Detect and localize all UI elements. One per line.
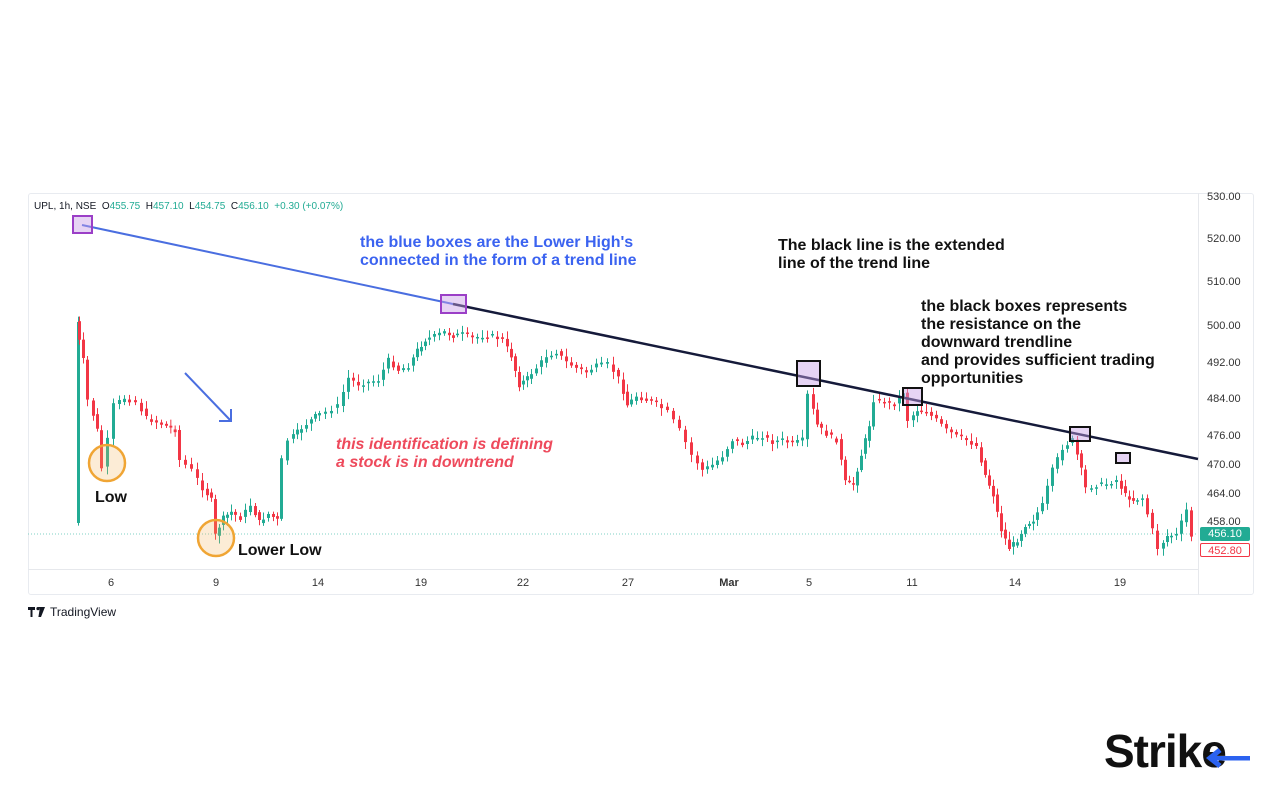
black-line-annotation: The black line is the extended line of t…	[778, 237, 1005, 273]
strike-logo: Strike	[1104, 724, 1227, 778]
downtrend-annotation-line-1: this identification is defining	[336, 436, 553, 453]
boxes-annotation-line-5: opportunities	[921, 370, 1024, 387]
blue-annotation-line-1: the blue boxes are the Lower High's	[360, 234, 634, 251]
price-tick: 492.00	[1207, 357, 1241, 369]
price-tick: 464.00	[1207, 488, 1241, 500]
high-label: H	[145, 201, 153, 212]
black-line-annotation-line-2: line of the trend line	[778, 255, 931, 272]
strike-wordmark: Strike	[1104, 725, 1227, 777]
time-tick: 5	[805, 577, 813, 589]
close-label: C	[230, 201, 239, 212]
tradingview-label: TradingView	[50, 605, 117, 619]
tradingview-icon	[28, 607, 45, 617]
low-value: 454.75	[194, 201, 226, 212]
time-axis[interactable]	[28, 569, 1198, 596]
time-tick: 27	[621, 577, 635, 589]
blue-annotation-line-2: connected in the form of a trend line	[360, 252, 637, 269]
open-label: O	[101, 201, 110, 212]
chart-frame	[28, 193, 1254, 595]
blue-annotation: the blue boxes are the Lower High's conn…	[360, 234, 636, 270]
ohlc-legend: UPL, 1h, NSE O455.75 H457.10 L454.75 C45…	[34, 201, 343, 212]
price-tick: 510.00	[1207, 276, 1241, 288]
tradingview-logo[interactable]: TradingView	[28, 605, 116, 619]
low-label: Low	[95, 489, 127, 506]
black-boxes-annotation: the black boxes represents the resistanc…	[921, 298, 1155, 388]
price-axis[interactable]	[1198, 193, 1255, 595]
time-tick: 14	[1008, 577, 1022, 589]
black-line-annotation-line-1: The black line is the extended	[778, 237, 1005, 254]
price-tick: 520.00	[1207, 233, 1241, 245]
time-tick: 19	[414, 577, 428, 589]
boxes-annotation-line-3: downward trendline	[921, 334, 1073, 351]
lower-low-label: Lower Low	[238, 542, 322, 559]
time-tick: 14	[311, 577, 325, 589]
time-tick: Mar	[719, 577, 739, 589]
strike-arrow-icon	[1206, 748, 1250, 768]
boxes-annotation-line-1: the black boxes represents	[921, 298, 1128, 315]
price-tick: 530.00	[1207, 191, 1241, 203]
time-tick: 9	[212, 577, 220, 589]
price-tick: 500.00	[1207, 320, 1241, 332]
boxes-annotation-line-2: the resistance on the	[921, 316, 1082, 333]
price-tick: 476.00	[1207, 430, 1241, 442]
annotation-shapes	[72, 215, 1199, 558]
current-price-badge: 456.10	[1200, 527, 1250, 541]
downtrend-annotation: this identification is defining a stock …	[336, 436, 553, 472]
legend-title: UPL, 1h, NSE	[34, 201, 97, 212]
price-tick: 484.00	[1207, 393, 1241, 405]
high-value: 457.10	[153, 201, 184, 212]
candlesticks	[77, 316, 1193, 556]
low-label: L	[189, 201, 195, 212]
price-tick: 470.00	[1207, 459, 1241, 471]
time-tick: 6	[107, 577, 115, 589]
time-tick: 19	[1113, 577, 1127, 589]
time-tick: 11	[906, 577, 918, 589]
open-value: 455.75	[109, 201, 141, 212]
boxes-annotation-line-4: and provides sufficient trading	[921, 352, 1155, 369]
previous-price-badge: 452.80	[1200, 543, 1250, 557]
change-value: +0.30 (+0.07%)	[274, 201, 344, 212]
close-value: 456.10	[238, 201, 269, 212]
downtrend-annotation-line-2: a stock is in downtrend	[336, 454, 514, 471]
price-tick: 458.00	[1207, 516, 1241, 528]
time-tick: 22	[516, 577, 530, 589]
